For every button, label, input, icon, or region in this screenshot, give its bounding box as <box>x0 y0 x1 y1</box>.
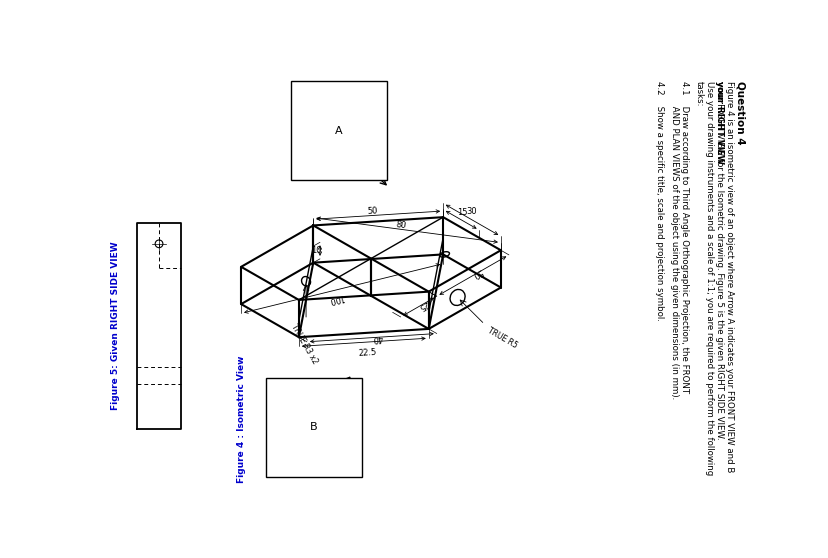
Text: 50: 50 <box>470 266 484 279</box>
Text: 4.2    Show a specific title, scale and projection symbol.: 4.2 Show a specific title, scale and pro… <box>654 81 663 321</box>
Text: Figure 4 is an isometric view of an object where Arrow A indicates your FRONT VI: Figure 4 is an isometric view of an obje… <box>724 81 734 472</box>
Text: your RIGHT VIEW for the Isometric drawing. Figure 5 is the given RIGHT SIDE VIEW: your RIGHT VIEW for the Isometric drawin… <box>715 81 723 440</box>
Text: 80: 80 <box>394 220 407 230</box>
Text: TRUE R5: TRUE R5 <box>486 326 518 350</box>
Text: your RIGHT VIEW: your RIGHT VIEW <box>715 81 723 164</box>
Text: your: your <box>715 81 723 103</box>
Text: 15: 15 <box>457 208 468 217</box>
Text: B: B <box>310 422 317 432</box>
Text: A: A <box>335 126 342 136</box>
Text: 25: 25 <box>416 299 430 311</box>
Text: tasks:: tasks: <box>694 81 703 107</box>
Text: 22.5: 22.5 <box>358 348 377 358</box>
Text: Question 4: Question 4 <box>734 81 744 145</box>
Text: Figure 4 : Isometric View: Figure 4 : Isometric View <box>237 356 246 483</box>
Text: 100: 100 <box>327 292 344 305</box>
Text: 40: 40 <box>372 333 383 343</box>
Text: 10: 10 <box>310 246 321 255</box>
Text: 30: 30 <box>466 207 477 216</box>
Text: 4.1    Draw according to Third Angle Orthographic Projection, the FRONT: 4.1 Draw according to Third Angle Orthog… <box>679 81 688 393</box>
Text: 50: 50 <box>366 206 377 216</box>
Text: TRUE R3 x2: TRUE R3 x2 <box>289 323 319 366</box>
Text: Use your drawing instruments and a scale of 1:1; you are required to perform the: Use your drawing instruments and a scale… <box>704 81 713 475</box>
Text: Figure 5: Given RIGHT SIDE VIEW: Figure 5: Given RIGHT SIDE VIEW <box>111 242 119 410</box>
Text: AND PLAN VIEWS of the object using the given dimensions (in mm).: AND PLAN VIEWS of the object using the g… <box>669 81 678 399</box>
